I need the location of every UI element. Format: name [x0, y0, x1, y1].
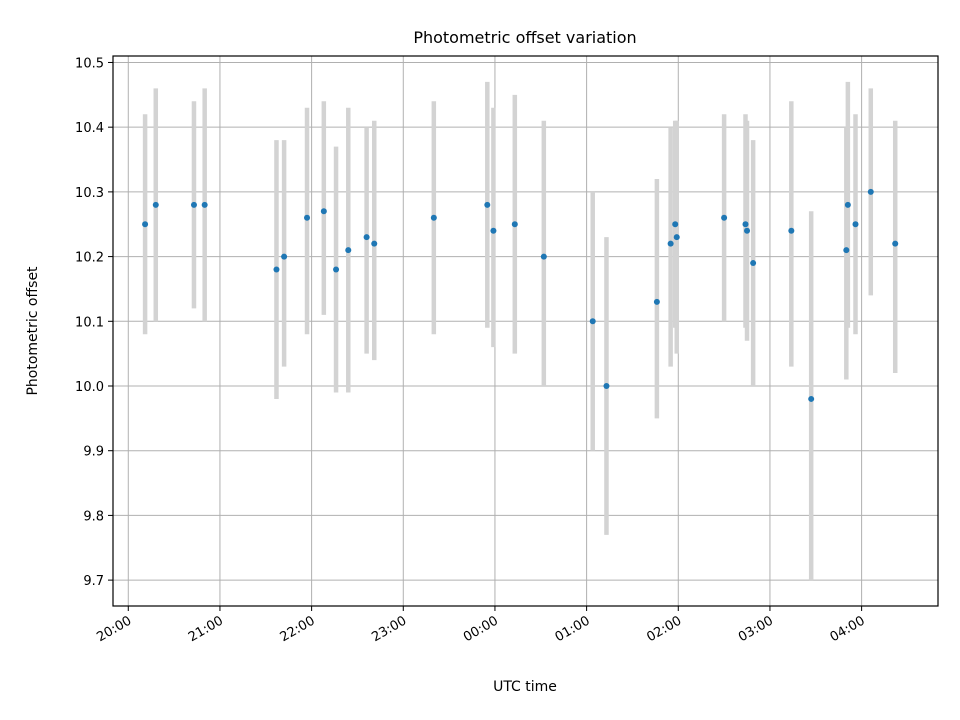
data-point	[142, 221, 149, 228]
data-point	[742, 221, 749, 228]
data-point	[511, 221, 518, 228]
data-point	[304, 214, 311, 221]
y-tick-label: 9.9	[83, 445, 104, 460]
data-point	[589, 318, 596, 325]
y-tick-label: 10.3	[75, 186, 104, 201]
plot-frame	[112, 55, 939, 607]
y-tick-label: 10.5	[75, 56, 104, 71]
data-point	[333, 266, 340, 273]
data-point	[201, 201, 208, 208]
data-point	[190, 201, 197, 208]
y-axis-label: Photometric offset	[25, 266, 41, 396]
y-tick-label: 10.0	[75, 380, 104, 395]
data-point	[673, 234, 680, 241]
chart-title: Photometric offset variation	[413, 28, 636, 47]
data-point	[867, 188, 874, 195]
data-point	[540, 253, 547, 260]
data-point	[484, 201, 491, 208]
data-point	[430, 214, 437, 221]
data-point	[852, 221, 859, 228]
data-point	[744, 227, 751, 234]
data-point	[843, 247, 850, 254]
data-point	[281, 253, 288, 260]
data-point	[844, 201, 851, 208]
y-tick-label: 9.8	[83, 509, 104, 524]
x-axis-label: UTC time	[493, 679, 557, 695]
data-point	[152, 201, 159, 208]
data-point	[653, 298, 660, 305]
data-point	[273, 266, 280, 273]
data-point	[750, 260, 757, 267]
y-tick-label: 10.4	[75, 121, 104, 136]
data-point	[363, 234, 370, 241]
marker-layer	[142, 188, 899, 402]
data-point	[490, 227, 497, 234]
data-point	[788, 227, 795, 234]
data-point	[345, 247, 352, 254]
data-point	[603, 383, 610, 389]
y-tick-label: 10.2	[75, 251, 104, 266]
data-point	[667, 240, 674, 247]
data-point	[892, 240, 899, 247]
data-point	[672, 221, 679, 228]
grid-layer	[113, 56, 938, 606]
data-point	[721, 214, 728, 221]
y-tick-label: 9.7	[83, 574, 104, 589]
data-point	[320, 208, 327, 215]
y-tick-label: 10.1	[75, 315, 104, 330]
data-point	[808, 395, 815, 402]
data-point	[371, 240, 378, 247]
